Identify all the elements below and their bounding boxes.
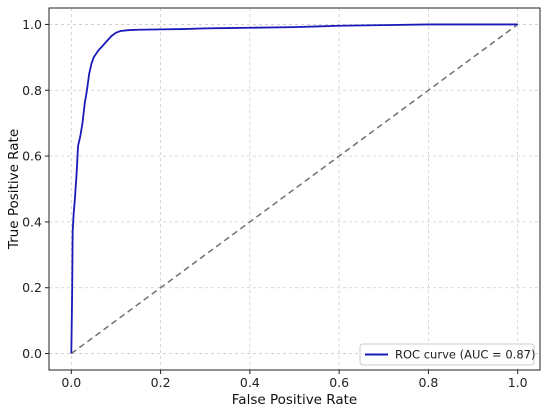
ticks: 0.0 0.2 0.4 0.6 0.8 1.0 0.0 0.2 0.4 0.6 0.8 1.0: [22, 17, 528, 390]
y-tick-label: 0.2: [22, 280, 42, 295]
chance-diagonal-line: [70, 23, 519, 355]
x-tick-label: 1.0: [508, 375, 528, 390]
y-tick-label: 0.6: [22, 149, 42, 164]
plot-frame: [48, 7, 541, 371]
x-tick-label: 0.2: [151, 375, 171, 390]
x-tick-label: 0.4: [240, 375, 260, 390]
x-axis-label: False Positive Rate: [232, 392, 357, 408]
y-tick-label: 0.0: [22, 346, 42, 361]
legend-entry-label: ROC curve (AUC = 0.87): [395, 348, 535, 362]
legend-box: [359, 343, 535, 366]
x-tick-label: 0.0: [61, 375, 81, 390]
y-axis-label: True Positive Rate: [6, 129, 22, 250]
legend: ROC curve (AUC = 0.87): [359, 343, 535, 366]
y-tick-label: 0.8: [22, 83, 42, 98]
roc-curve-line: [70, 23, 518, 354]
x-tick-label: 0.6: [329, 375, 349, 390]
y-tick-label: 0.4: [22, 214, 42, 229]
series-layer: [70, 23, 519, 355]
x-tick-label: 0.8: [418, 375, 438, 390]
y-tick-label: 1.0: [22, 17, 42, 32]
